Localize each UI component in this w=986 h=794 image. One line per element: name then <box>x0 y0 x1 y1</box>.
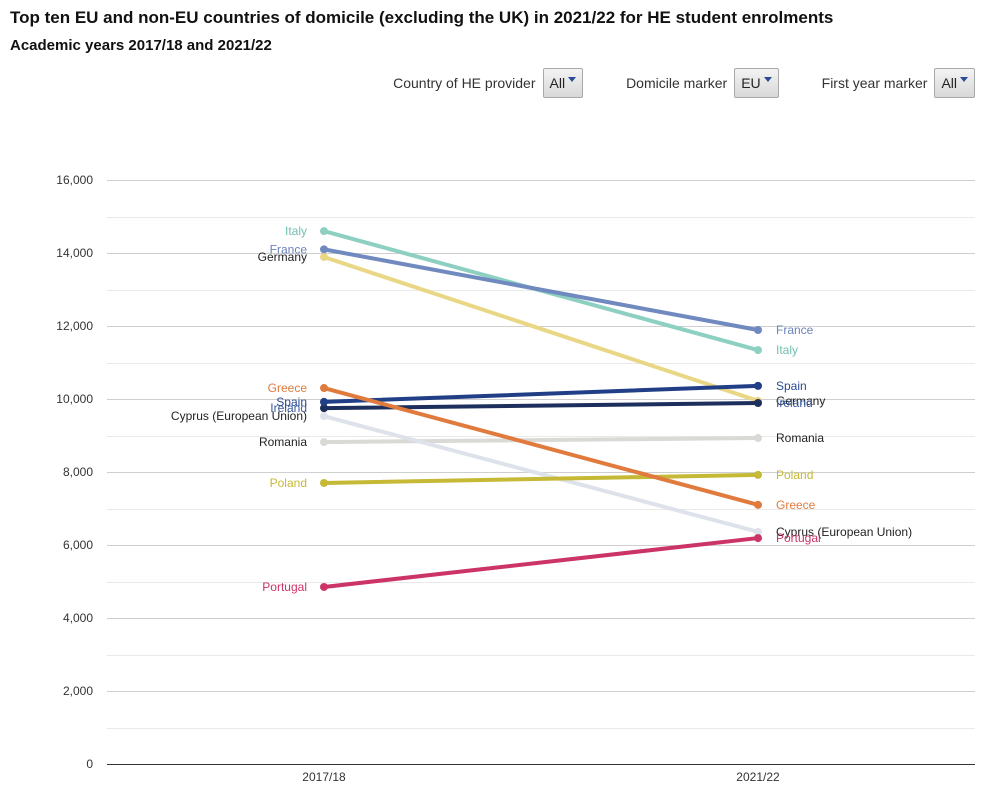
y-tick-label: 14,000 <box>56 246 93 260</box>
domicile-marker-dropdown[interactable]: EU <box>734 68 779 98</box>
chart-title: Top ten EU and non-EU countries of domic… <box>10 8 834 27</box>
y-tick-label: 6,000 <box>63 538 93 552</box>
dropdown-value: All <box>941 75 957 91</box>
label-cyprus-european-union-end: Cyprus (European Union) <box>776 525 912 539</box>
filter-first-year-marker: First year marker All <box>822 68 975 98</box>
point-ireland-2017-18[interactable] <box>320 404 328 413</box>
label-ireland-end: Ireland <box>776 396 813 410</box>
y-tick-label: 12,000 <box>56 319 93 333</box>
x-tick-label: 2017/18 <box>302 770 346 784</box>
label-greece-start: Greece <box>268 381 308 395</box>
dropdown-value: EU <box>741 75 761 91</box>
slope-chart: 0 2,000 4,000 6,000 8,000 10,000 12,000 14,000 1… <box>56 173 975 784</box>
label-italy-end: Italy <box>776 343 798 357</box>
first-year-marker-dropdown[interactable]: All <box>934 68 975 98</box>
y-axis: 0 2,000 4,000 6,000 8,000 10,000 12,000 14,000 1… <box>56 173 93 771</box>
line-poland <box>322 472 760 485</box>
label-germany-end: Germany <box>776 394 825 408</box>
point-portugal-2017-18[interactable] <box>320 582 328 591</box>
series-romania <box>320 434 762 447</box>
label-portugal-start: Portugal <box>262 580 307 594</box>
x-tick-label: 2021/22 <box>736 770 780 784</box>
filter-domicile-marker: Domicile marker EU <box>626 68 779 98</box>
point-ireland-2021-22[interactable] <box>754 399 762 408</box>
line-germany <box>322 255 760 403</box>
y-tick-label: 10,000 <box>56 392 93 406</box>
line-france <box>322 247 760 333</box>
filter-country-of-he-provider: Country of HE provider All <box>393 68 584 98</box>
label-cyprus-european-union-start: Cyprus (European Union) <box>171 409 307 423</box>
point-romania-2021-22[interactable] <box>754 434 762 443</box>
label-spain-start: Spain <box>276 395 307 409</box>
chart-subtitle: Academic years 2017/18 and 2021/22 <box>10 37 272 54</box>
label-poland-start: Poland <box>270 476 307 490</box>
y-tick-label: 4,000 <box>63 611 93 625</box>
filter-label: First year marker <box>821 75 928 91</box>
caret-down-icon <box>568 77 577 82</box>
point-france-2017-18[interactable] <box>320 245 328 254</box>
y-tick-label: 16,000 <box>56 173 93 187</box>
series-germany <box>320 253 762 405</box>
series-spain <box>320 381 762 406</box>
label-italy-start: Italy <box>285 224 307 238</box>
label-portugal-end: Portugal <box>776 531 821 545</box>
filter-label: Domicile marker <box>626 75 728 91</box>
line-portugal <box>322 536 760 589</box>
point-romania-2017-18[interactable] <box>320 438 328 447</box>
label-spain-end: Spain <box>776 379 807 393</box>
point-spain-2021-22[interactable] <box>754 381 762 390</box>
series-france <box>320 245 762 335</box>
y-tick-label: 0 <box>86 757 93 771</box>
filter-label: Country of HE provider <box>393 75 536 91</box>
series-cyprus-european-union <box>320 412 762 536</box>
label-france-end: France <box>776 323 814 337</box>
series-greece <box>320 384 762 509</box>
label-romania-start: Romania <box>259 435 307 449</box>
series-lines <box>320 227 762 591</box>
country-of-he-provider-dropdown[interactable]: All <box>542 68 584 98</box>
x-axis: 2017/18 2021/22 <box>302 770 780 784</box>
label-romania-end: Romania <box>776 431 824 445</box>
point-cyprus-european-union-2021-22[interactable] <box>754 527 762 536</box>
label-france-start: France <box>270 242 308 256</box>
dropdown-value: All <box>549 75 566 91</box>
caret-down-icon <box>960 77 968 82</box>
point-cyprus-european-union-2017-18[interactable] <box>320 412 328 421</box>
point-greece-2017-18[interactable] <box>320 384 328 393</box>
point-france-2021-22[interactable] <box>754 326 762 335</box>
label-germany-start: Germany <box>258 250 307 264</box>
point-poland-2021-22[interactable] <box>754 470 762 479</box>
label-ireland-start: Ireland <box>270 401 307 415</box>
y-tick-label: 2,000 <box>63 684 93 698</box>
line-romania <box>322 436 760 445</box>
line-spain <box>322 383 760 404</box>
point-italy-2017-18[interactable] <box>320 227 328 236</box>
series-portugal <box>320 534 762 591</box>
series-poland <box>320 470 762 487</box>
point-portugal-2021-22[interactable] <box>754 534 762 543</box>
point-italy-2021-22[interactable] <box>754 346 762 355</box>
caret-down-icon <box>763 77 772 82</box>
label-poland-end: Poland <box>776 468 813 482</box>
point-poland-2017-18[interactable] <box>320 478 328 487</box>
series-labels: Romania Romania Cyprus (European Union) Cyp… <box>171 224 912 594</box>
point-germany-2017-18[interactable] <box>320 253 328 262</box>
line-greece <box>322 386 760 507</box>
filter-bar: Country of HE provider All Domicile mark… <box>393 68 975 98</box>
label-greece-end: Greece <box>776 498 816 512</box>
point-spain-2017-18[interactable] <box>320 397 328 406</box>
line-cyprus-european-union <box>322 414 760 534</box>
point-greece-2021-22[interactable] <box>754 500 762 509</box>
y-tick-label: 8,000 <box>63 465 93 479</box>
